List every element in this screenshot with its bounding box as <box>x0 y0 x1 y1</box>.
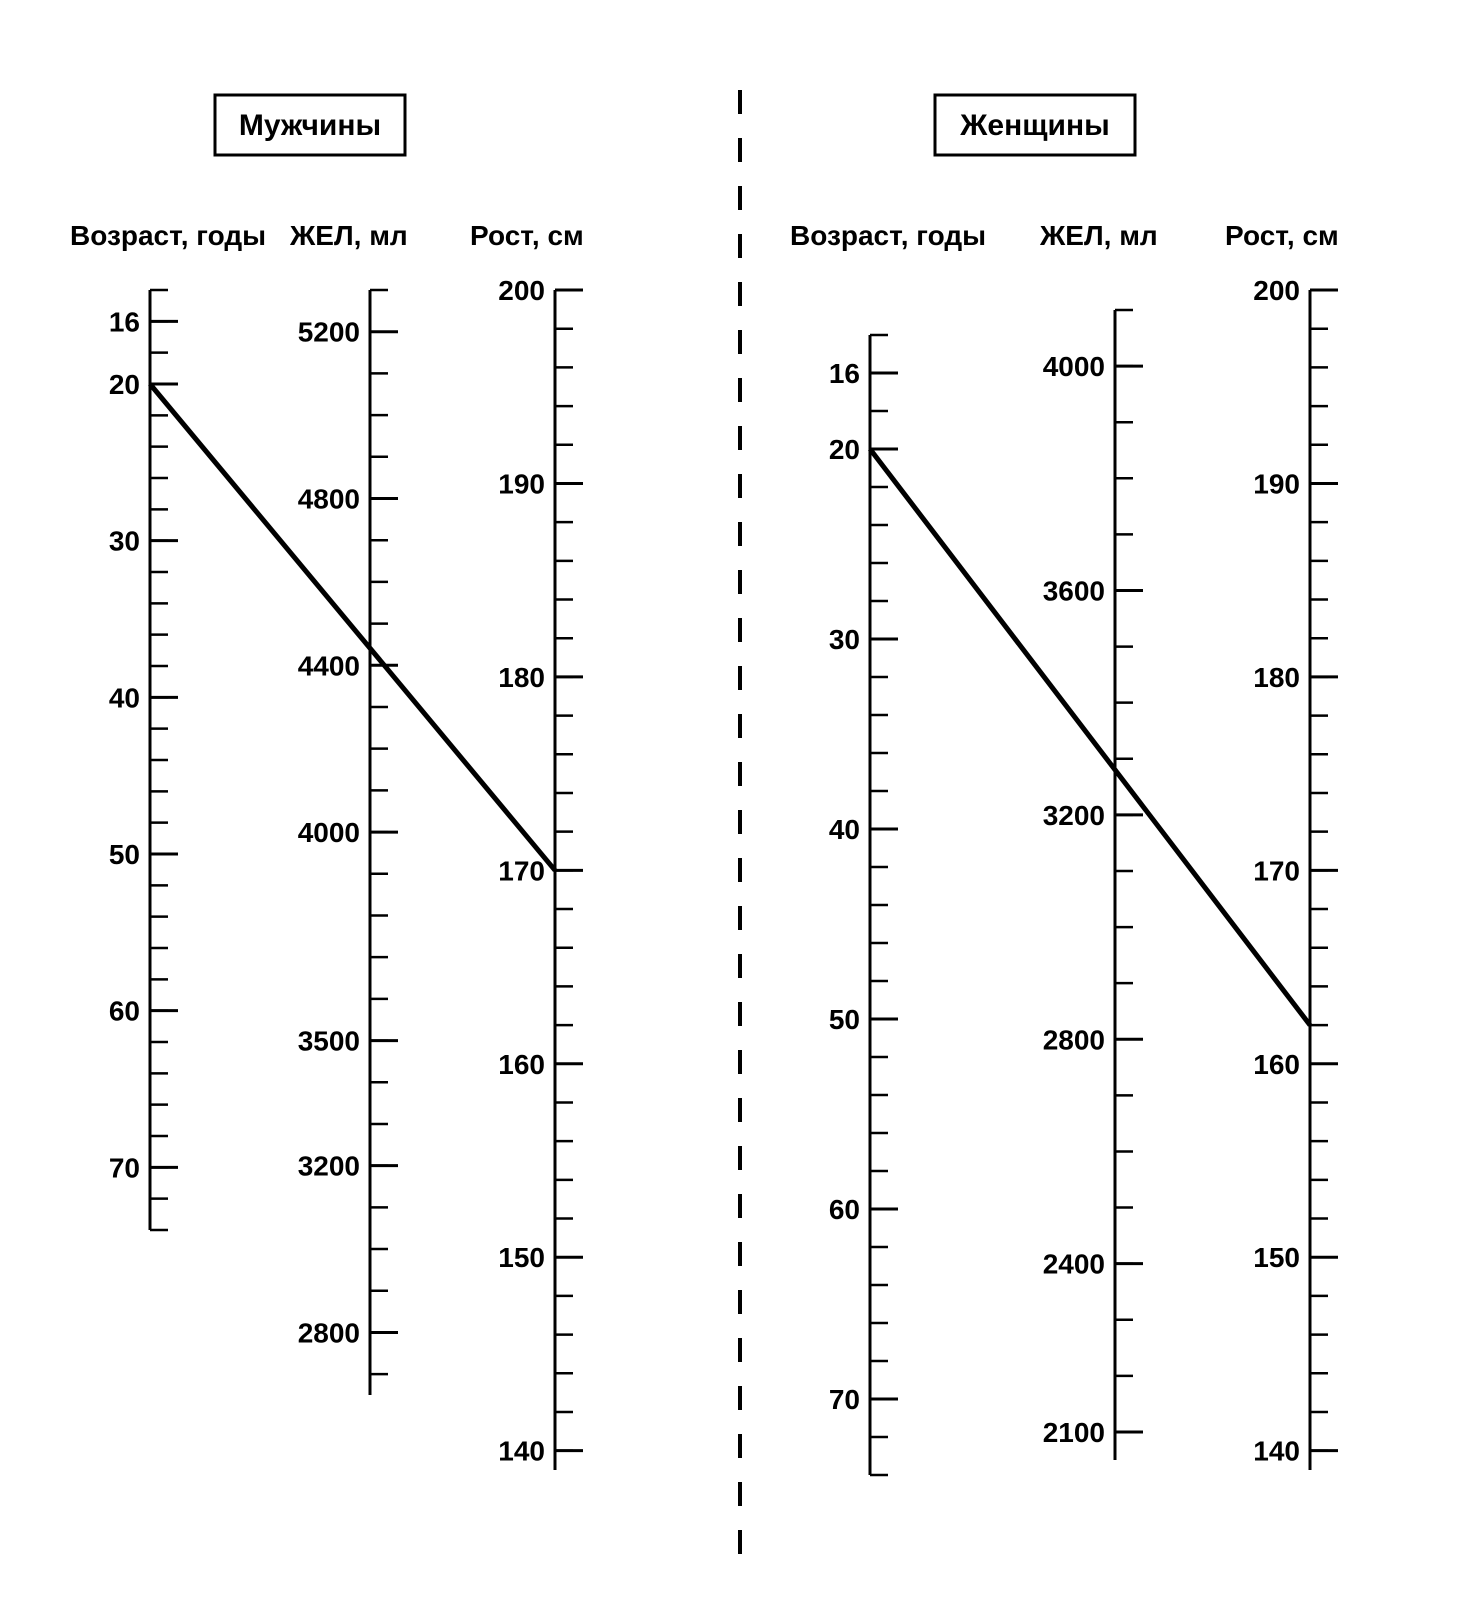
label-men-height-200: 200 <box>498 275 545 306</box>
title-men: Мужчины <box>239 109 381 142</box>
label-men-age-70: 70 <box>109 1152 140 1183</box>
label-men-jel-3200: 3200 <box>298 1151 360 1182</box>
label-men-age-16: 16 <box>109 306 140 337</box>
label-men-age-30: 30 <box>109 526 140 557</box>
label-women-height-160: 160 <box>1253 1049 1300 1080</box>
label-women-jel-2400: 2400 <box>1043 1249 1105 1280</box>
header-women-1: ЖЕЛ, мл <box>1039 220 1158 251</box>
label-women-jel-3200: 3200 <box>1043 800 1105 831</box>
header-men-1: ЖЕЛ, мл <box>289 220 408 251</box>
label-men-height-150: 150 <box>498 1242 545 1273</box>
label-men-age-60: 60 <box>109 996 140 1027</box>
header-men-2: Рост, см <box>470 220 584 251</box>
label-men-jel-4800: 4800 <box>298 483 360 514</box>
label-women-height-140: 140 <box>1253 1436 1300 1467</box>
header-women-0: Возраст, годы <box>790 220 986 251</box>
label-men-jel-4000: 4000 <box>298 817 360 848</box>
label-men-jel-2800: 2800 <box>298 1317 360 1348</box>
label-men-age-50: 50 <box>109 839 140 870</box>
label-women-height-200: 200 <box>1253 275 1300 306</box>
header-men-0: Возраст, годы <box>70 220 266 251</box>
nomogram-chart: Мужчины Возраст, годы ЖЕЛ, мл Рост, см 16 20 3… <box>0 0 1477 1618</box>
label-men-height-140: 140 <box>498 1436 545 1467</box>
label-women-height-190: 190 <box>1253 468 1300 499</box>
header-women-2: Рост, см <box>1225 220 1339 251</box>
label-men-age-40: 40 <box>109 682 140 713</box>
label-men-height-160: 160 <box>498 1049 545 1080</box>
label-women-jel-3600: 3600 <box>1043 575 1105 606</box>
label-women-height-180: 180 <box>1253 662 1300 693</box>
label-men-height-190: 190 <box>498 468 545 499</box>
label-women-age-30: 30 <box>829 624 860 655</box>
label-women-jel-4000: 4000 <box>1043 351 1105 382</box>
label-women-age-16: 16 <box>829 358 860 389</box>
title-women: Женщины <box>959 109 1109 142</box>
label-women-jel-2800: 2800 <box>1043 1024 1105 1055</box>
label-men-jel-5200: 5200 <box>298 317 360 348</box>
label-women-age-60: 60 <box>829 1194 860 1225</box>
label-women-age-50: 50 <box>829 1004 860 1035</box>
label-men-age-20: 20 <box>109 369 140 400</box>
label-women-height-150: 150 <box>1253 1242 1300 1273</box>
label-men-jel-4400: 4400 <box>298 650 360 681</box>
label-women-height-170: 170 <box>1253 855 1300 886</box>
label-men-jel-3500: 3500 <box>298 1026 360 1057</box>
label-women-age-40: 40 <box>829 814 860 845</box>
label-men-height-170: 170 <box>498 855 545 886</box>
label-women-age-70: 70 <box>829 1384 860 1415</box>
label-women-jel-2100: 2100 <box>1043 1417 1105 1448</box>
label-women-age-20: 20 <box>829 434 860 465</box>
label-men-height-180: 180 <box>498 662 545 693</box>
